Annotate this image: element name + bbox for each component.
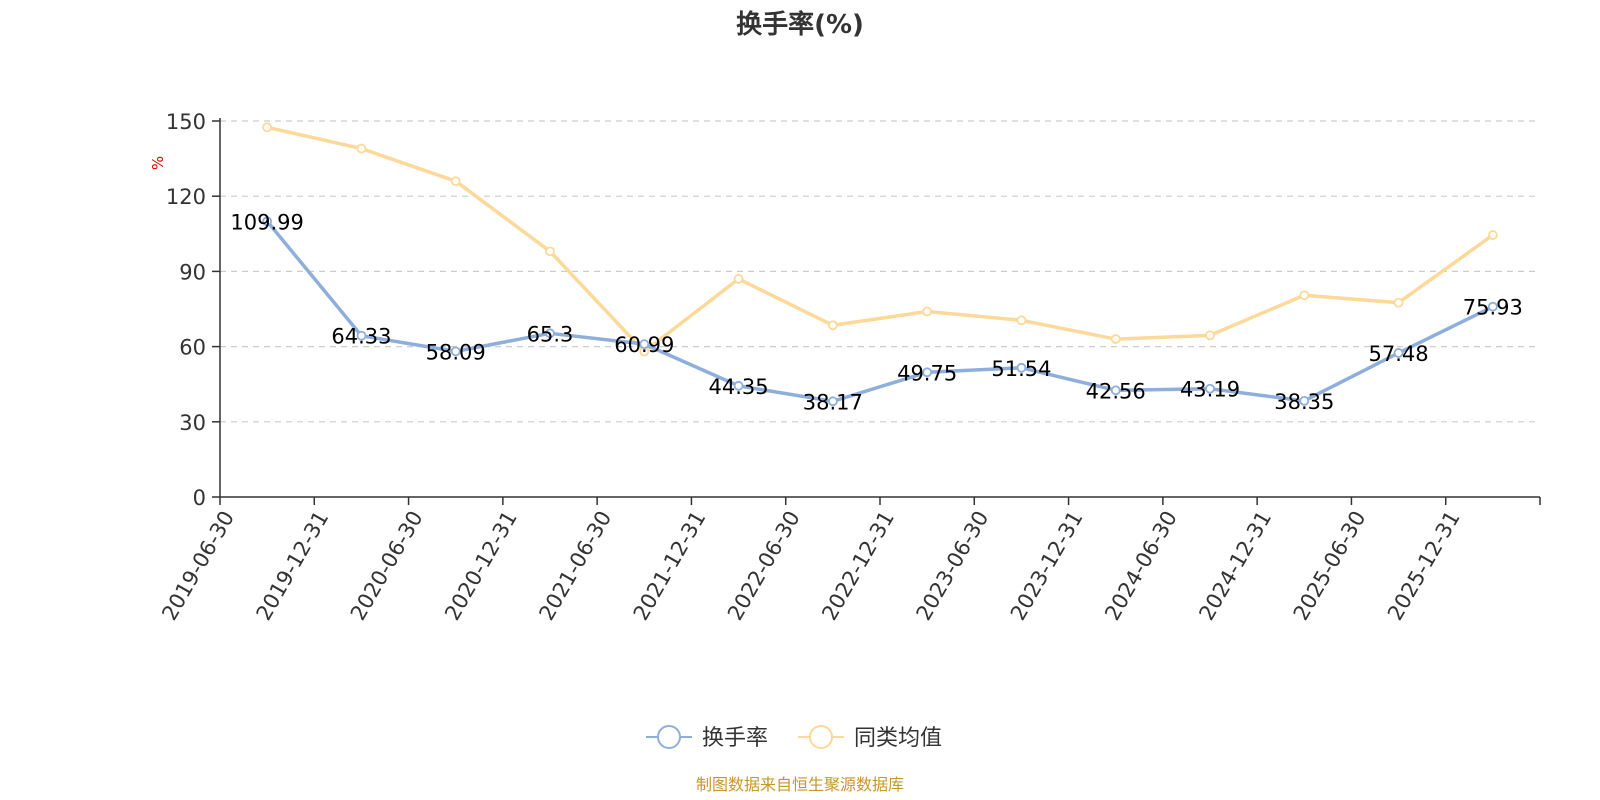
data-label: 64.33 [331,325,391,349]
data-label: 38.17 [803,390,863,414]
series-1-point[interactable] [1016,315,1027,326]
series-0-point[interactable] [1110,385,1121,396]
x-tick-label: 2023-06-30 [912,507,994,625]
series-0-point[interactable] [1205,383,1215,394]
series-0-point[interactable] [1016,362,1027,373]
series-1-point[interactable] [356,143,367,154]
series-1-point[interactable] [733,274,744,284]
data-label: 38.35 [1274,390,1334,414]
series-line-1 [266,125,1494,354]
legend-item-1[interactable]: 同类均值 [798,725,942,751]
series-1-point[interactable] [827,320,838,331]
data-label: 65.3 [527,322,574,346]
series-1-point[interactable] [1110,334,1121,344]
series-1-point[interactable] [1487,230,1498,240]
series-line-0 [265,220,1494,404]
x-tick-label: 2021-12-31 [629,507,711,625]
data-label: 49.75 [897,361,957,385]
data-label: 57.48 [1369,342,1429,366]
series-0-point[interactable] [1393,348,1404,358]
series-1-point[interactable] [450,176,461,187]
legend-label: 换手率 [702,726,768,751]
y-tick-label: 120 [166,185,206,209]
y-axis-unit: % [149,156,167,170]
legend-marker-icon [809,725,833,749]
data-label: 44.35 [709,375,769,399]
x-axis: 2019-06-30 2019-12-31 2020-06-30 2020-12-31… [157,496,1541,625]
x-tick-label: 2019-06-30 [157,507,239,625]
series-1-point[interactable] [545,246,555,257]
data-label: 58.09 [426,340,486,364]
data-label: 51.54 [991,357,1051,381]
x-tick-label: 2023-12-31 [1006,507,1088,625]
x-tick-label: 2019-12-31 [252,507,334,625]
series-1-point[interactable] [1205,330,1215,341]
series-0-point[interactable] [733,380,744,391]
series-0-point[interactable] [450,346,461,357]
series-0-point[interactable] [356,330,367,341]
series-0-point[interactable] [1299,395,1310,406]
legend[interactable]: 换手率 同类均值 [646,725,942,751]
x-tick-label: 2024-12-31 [1194,507,1276,625]
series-1-point[interactable] [262,122,273,133]
legend-label: 同类均值 [854,726,942,751]
x-tick-label: 2021-06-30 [534,507,616,625]
series-0-point[interactable] [1487,301,1498,312]
y-axis: 0 30 60 90 120 150 [166,110,221,510]
chart-title: 换手率(%) [736,9,864,40]
y-tick-label: 90 [179,260,206,284]
grid-lines [220,120,1540,423]
data-label: 42.56 [1086,379,1146,403]
data-label: 109.99 [230,210,303,234]
y-tick-label: 0 [193,486,206,510]
series-1-point[interactable] [1393,297,1404,308]
series-0-point[interactable] [545,328,555,339]
data-label: 43.19 [1180,378,1240,402]
series-0-point[interactable] [827,396,838,407]
data-source-note: 制图数据来自恒生聚源数据库 [696,775,904,794]
x-tick-label: 2022-12-31 [817,507,899,625]
x-tick-label: 2020-12-31 [440,507,522,625]
series-0-point[interactable] [639,339,650,350]
legend-marker-icon [657,725,681,749]
x-tick-label: 2022-06-30 [723,507,805,625]
legend-item-0[interactable]: 换手率 [646,725,768,751]
y-tick-label: 60 [179,336,206,360]
x-tick-label: 2024-06-30 [1100,507,1182,625]
series-layer [262,122,1498,407]
data-label: 60.99 [614,333,674,357]
series-0-point[interactable] [262,216,273,227]
y-tick-label: 30 [179,411,206,435]
x-tick-label: 2025-06-30 [1289,507,1371,625]
series-0-point[interactable] [922,367,933,378]
series-1-point[interactable] [1299,290,1310,301]
data-label: 75.93 [1463,296,1523,320]
y-tick-label: 150 [166,110,206,134]
data-labels: 109.99 64.33 58.09 65.3 60.99 44.35 38.17 49.75… [230,210,1523,414]
series-1-point[interactable] [922,306,933,317]
x-tick-label: 2025-12-31 [1383,507,1465,625]
x-tick-label: 2020-06-30 [346,507,428,625]
